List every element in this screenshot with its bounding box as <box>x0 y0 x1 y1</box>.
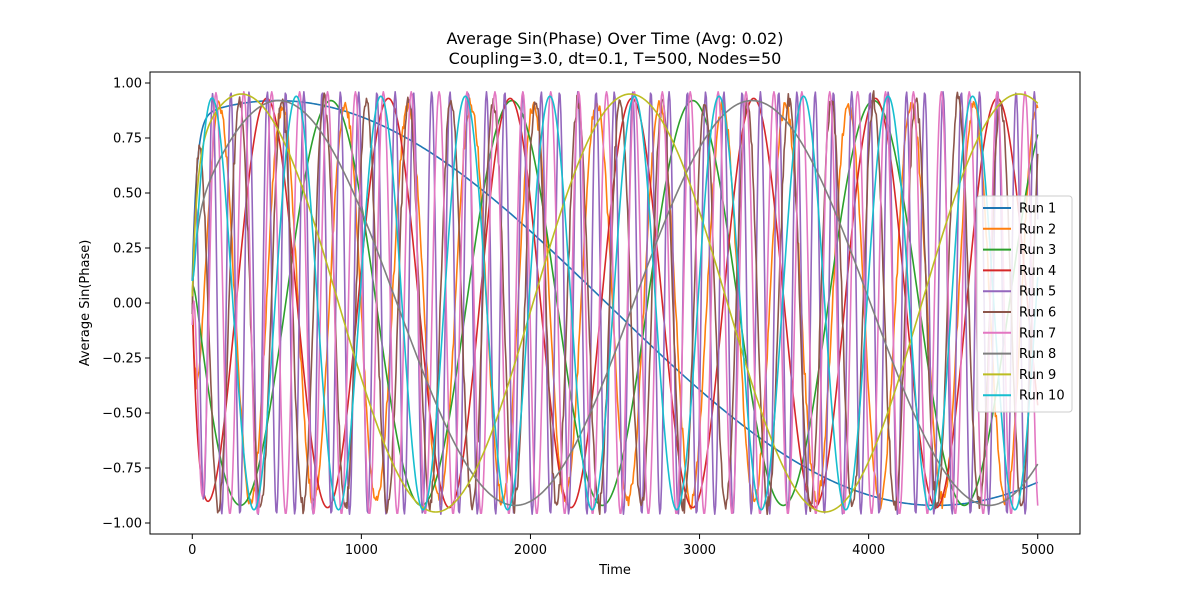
legend-label-4: Run 4 <box>1019 264 1056 279</box>
legend-label-5: Run 5 <box>1019 285 1056 300</box>
axes: 0 1000 2000 3000 4000 5000 1.00 0.75 0.50 0.25 0.0… <box>102 71 1081 558</box>
series-line-8 <box>191 99 1039 507</box>
legend-label-7: Run 7 <box>1019 326 1056 341</box>
series-line-5 <box>191 91 1039 516</box>
y-tick-label: −0.25 <box>102 352 142 367</box>
y-tick-label: 0.00 <box>113 297 142 312</box>
x-tick-label: 5000 <box>1021 543 1054 558</box>
legend-label-10: Run 10 <box>1019 389 1065 404</box>
legend-label-2: Run 2 <box>1019 222 1056 237</box>
y-tick-label: 1.00 <box>113 77 142 92</box>
y-tick-label: −0.50 <box>102 407 142 422</box>
legend-label-9: Run 9 <box>1019 368 1056 383</box>
y-axis-label: Average Sin(Phase) <box>78 240 93 367</box>
y-tick-label: 0.25 <box>113 242 142 257</box>
y-tick-label: 0.75 <box>113 132 142 147</box>
legend-label-8: Run 8 <box>1019 347 1056 362</box>
legend: Run 1 Run 2 Run 3 Run 4 Run 5 Run 6 Run 7 Run 8… <box>976 195 1073 413</box>
x-axis-label: Time <box>598 563 631 578</box>
y-tick-label: −0.75 <box>102 462 142 477</box>
x-tick-label: 4000 <box>852 543 885 558</box>
legend-label-6: Run 6 <box>1019 306 1056 321</box>
x-tick-label: 2000 <box>514 543 547 558</box>
legend-label-1: Run 1 <box>1019 202 1056 217</box>
x-tick-label: 3000 <box>683 543 716 558</box>
series-line-7 <box>191 91 1039 515</box>
chart-subtitle: Coupling=3.0, dt=0.1, T=500, Nodes=50 <box>449 49 782 68</box>
x-tick-label: 0 <box>188 543 196 558</box>
x-tick-label: 1000 <box>345 543 378 558</box>
chart-title: Average Sin(Phase) Over Time (Avg: 0.02) <box>447 29 784 48</box>
series-line-10 <box>191 95 1039 511</box>
series-line-9 <box>191 93 1039 513</box>
plot-area <box>191 90 1039 516</box>
y-tick-label: 0.50 <box>113 187 142 202</box>
series-line-3 <box>191 99 1039 507</box>
legend-label-3: Run 3 <box>1019 243 1056 258</box>
y-tick-label: −1.00 <box>102 517 142 532</box>
